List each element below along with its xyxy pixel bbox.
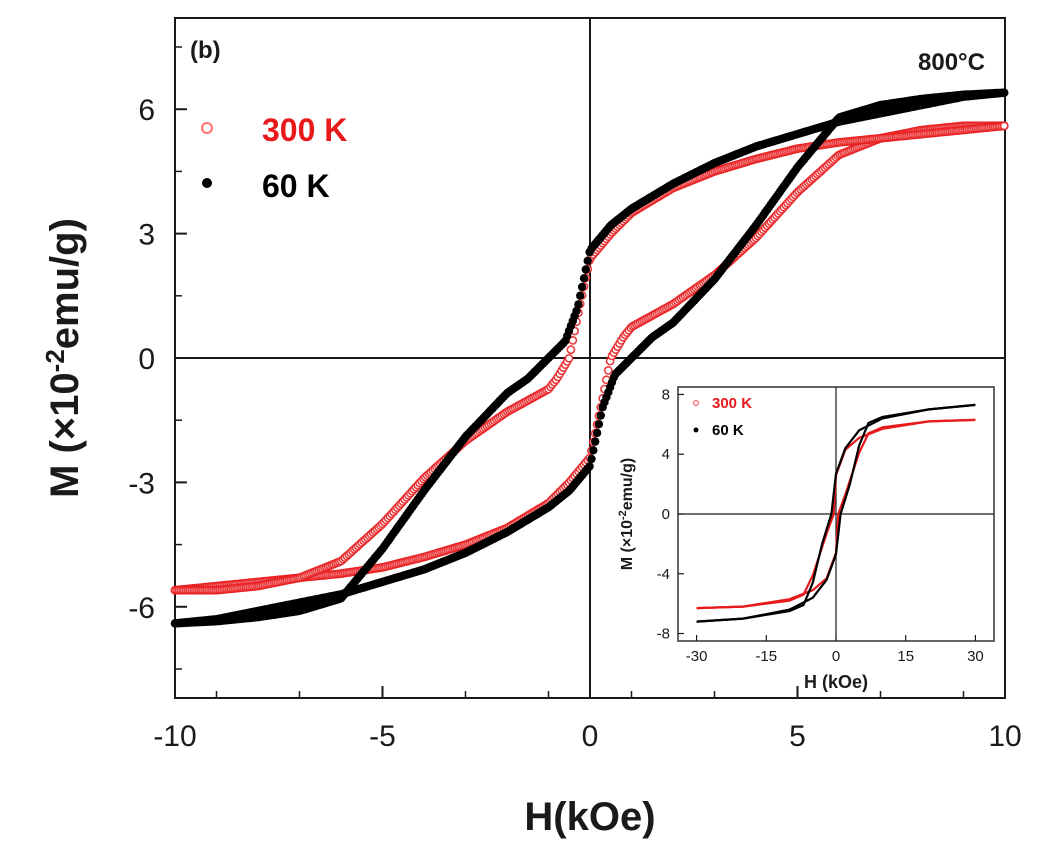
x-tick-label: 0 [832,648,840,665]
inset-zero-lines [678,387,994,641]
inset-y-axis-title-exponent: -2 [617,510,629,520]
data-point [579,274,589,283]
y-axis-title-exponent: -2 [40,349,70,372]
x-tick-label: -10 [153,720,196,753]
data-point [574,300,583,309]
y-tick-label: 4 [662,446,670,463]
main-legend: 300 K 60 K [201,112,347,204]
x-tick-label: 0 [582,720,599,753]
y-axis-title: M (×10-2emu/g) [40,218,87,498]
data-point [603,365,613,375]
data-point [1000,88,1009,97]
y-tick-label: -4 [657,566,670,583]
data-point [589,446,598,455]
y-tick-label: 0 [138,343,155,376]
series-60k [696,403,976,623]
y-tick-label: 0 [662,506,670,523]
series-line [696,403,976,623]
y-tick-label: 6 [138,94,155,127]
x-tick-label: -5 [369,720,396,753]
inset-ticks [678,393,977,641]
y-tick-label: -6 [128,592,155,625]
legend-label-300k: 300 K [262,112,347,148]
legend-marker-60k [202,178,212,188]
x-tick-label: 15 [897,648,914,665]
data-point [999,121,1009,131]
data-point [585,462,594,471]
data-point [591,437,600,446]
series-300k [696,418,976,610]
inset-y-tick-labels: -8 -4 0 4 8 [657,386,670,642]
data-point [577,282,587,292]
data-point [587,454,596,464]
x-tick-label: 30 [967,648,984,665]
inset-legend-marker-300k [692,399,700,407]
x-tick-label: 10 [988,720,1021,753]
legend-label-60k: 60 K [262,168,330,204]
series-line [696,418,976,610]
y-tick-labels: -6 -3 0 3 6 [128,94,155,625]
series-line [696,418,976,610]
data-point [576,291,585,300]
data-point [566,345,576,355]
main-data-series [170,88,1009,628]
y-tick-label: -3 [128,467,155,500]
legend-marker-300k [201,122,213,134]
temperature-annotation: 800°C [918,49,985,76]
inset-data-series [696,403,976,623]
y-axis-title-unit: emu/g) [43,218,87,349]
series-line [696,403,976,623]
zero-lines [175,18,1005,698]
data-point [581,265,590,274]
x-tick-label: -15 [755,648,777,665]
y-tick-label: 8 [662,386,670,403]
x-tick-label: 5 [789,720,806,753]
series-60k [170,88,1009,628]
y-tick-label: -8 [657,626,670,643]
x-axis-title: H(kOe) [524,795,655,839]
inset-y-axis-title: M (×10-2emu/g) [617,458,636,570]
inset-plot: -30 -15 0 15 30 -8 -4 0 4 8 H (kOe) M (×10-2emu/… [617,386,995,692]
inset-x-tick-labels: -30 -15 0 15 30 [686,648,984,665]
y-axis-title-main: M (×10 [43,372,87,498]
inset-legend-label-300k: 300 K [712,395,752,412]
inset-x-axis-title: H (kOe) [804,672,868,692]
data-point [572,306,581,316]
y-tick-label: 3 [138,219,155,252]
x-tick-labels: -10 -5 0 5 10 [153,720,1021,753]
inset-y-axis-title-unit: emu/g) [619,458,636,510]
x-tick-label: -30 [686,648,708,665]
data-point [596,411,605,420]
panel-label: (b) [190,37,221,64]
data-point [592,428,602,438]
inset-y-axis-title-main: M (×10 [619,520,636,570]
data-point [583,256,592,265]
inset-legend-marker-60k [693,427,699,433]
inset-legend-label-60k: 60 K [712,422,744,439]
data-point [594,420,604,429]
data-point [564,353,574,363]
inset-legend: 300 K 60 K [692,395,752,439]
main-ticks [174,46,1006,698]
